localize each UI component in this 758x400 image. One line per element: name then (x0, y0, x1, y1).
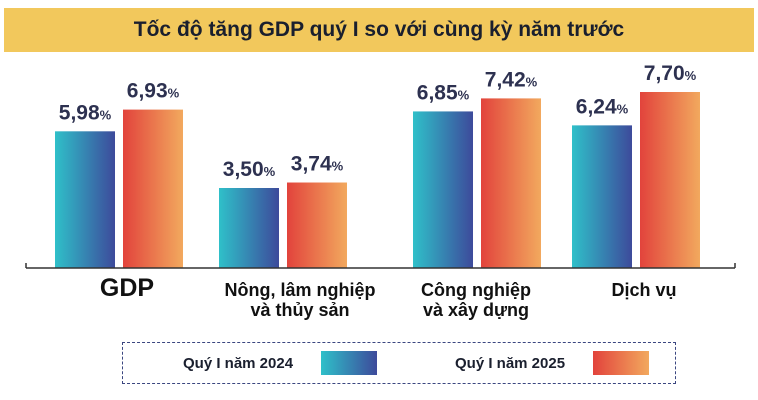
bar-2025-2 (481, 98, 541, 269)
category-label-line: và thủy sản (250, 300, 350, 320)
legend-label-2025: Quý I năm 2025 (455, 355, 566, 372)
category-label-line: Dịch vụ (611, 280, 677, 300)
category-label-1: Nông, lâm nghiệp và thủy sản (210, 280, 390, 320)
bar-2025-1 (287, 182, 347, 268)
chart-title: Tốc độ tăng GDP quý I so với cùng kỳ năm… (4, 8, 754, 52)
data-label-2024-3: 6,24% (576, 95, 629, 118)
data-label-2025-2: 7,42% (485, 68, 538, 91)
category-label-line: Nông, lâm nghiệp (224, 280, 376, 300)
data-label-2025-0: 6,93% (127, 80, 180, 103)
category-label-2: Công nghiệp và xây dựng (386, 280, 566, 320)
category-label-3: Dịch vụ (554, 280, 734, 300)
bar-2024-2 (413, 111, 473, 268)
data-label-2024-2: 6,85% (417, 81, 470, 104)
x-axis (25, 263, 736, 269)
data-label-2025-3: 7,70% (644, 62, 697, 85)
data-label-2024-0: 5,98% (59, 101, 112, 124)
category-label-line: Công nghiệp (421, 280, 531, 300)
bar-2025-3 (640, 92, 700, 268)
bar-2024-0 (55, 131, 115, 268)
category-label-line: GDP (99, 274, 155, 302)
bar-2024-3 (572, 125, 632, 268)
category-label-0: GDP (37, 274, 217, 302)
bar-2024-1 (219, 188, 279, 268)
legend-swatch-2024 (321, 351, 377, 375)
data-label-2024-1: 3,50% (223, 158, 276, 181)
data-label-2025-1: 3,74% (291, 153, 344, 176)
category-label-line: và xây dựng (422, 300, 530, 320)
bar-2025-0 (123, 109, 183, 268)
legend-swatch-2025 (593, 351, 649, 375)
legend-label-2024: Quý I năm 2024 (183, 355, 294, 372)
legend: Quý I năm 2024 Quý I năm 2025 (122, 342, 676, 384)
